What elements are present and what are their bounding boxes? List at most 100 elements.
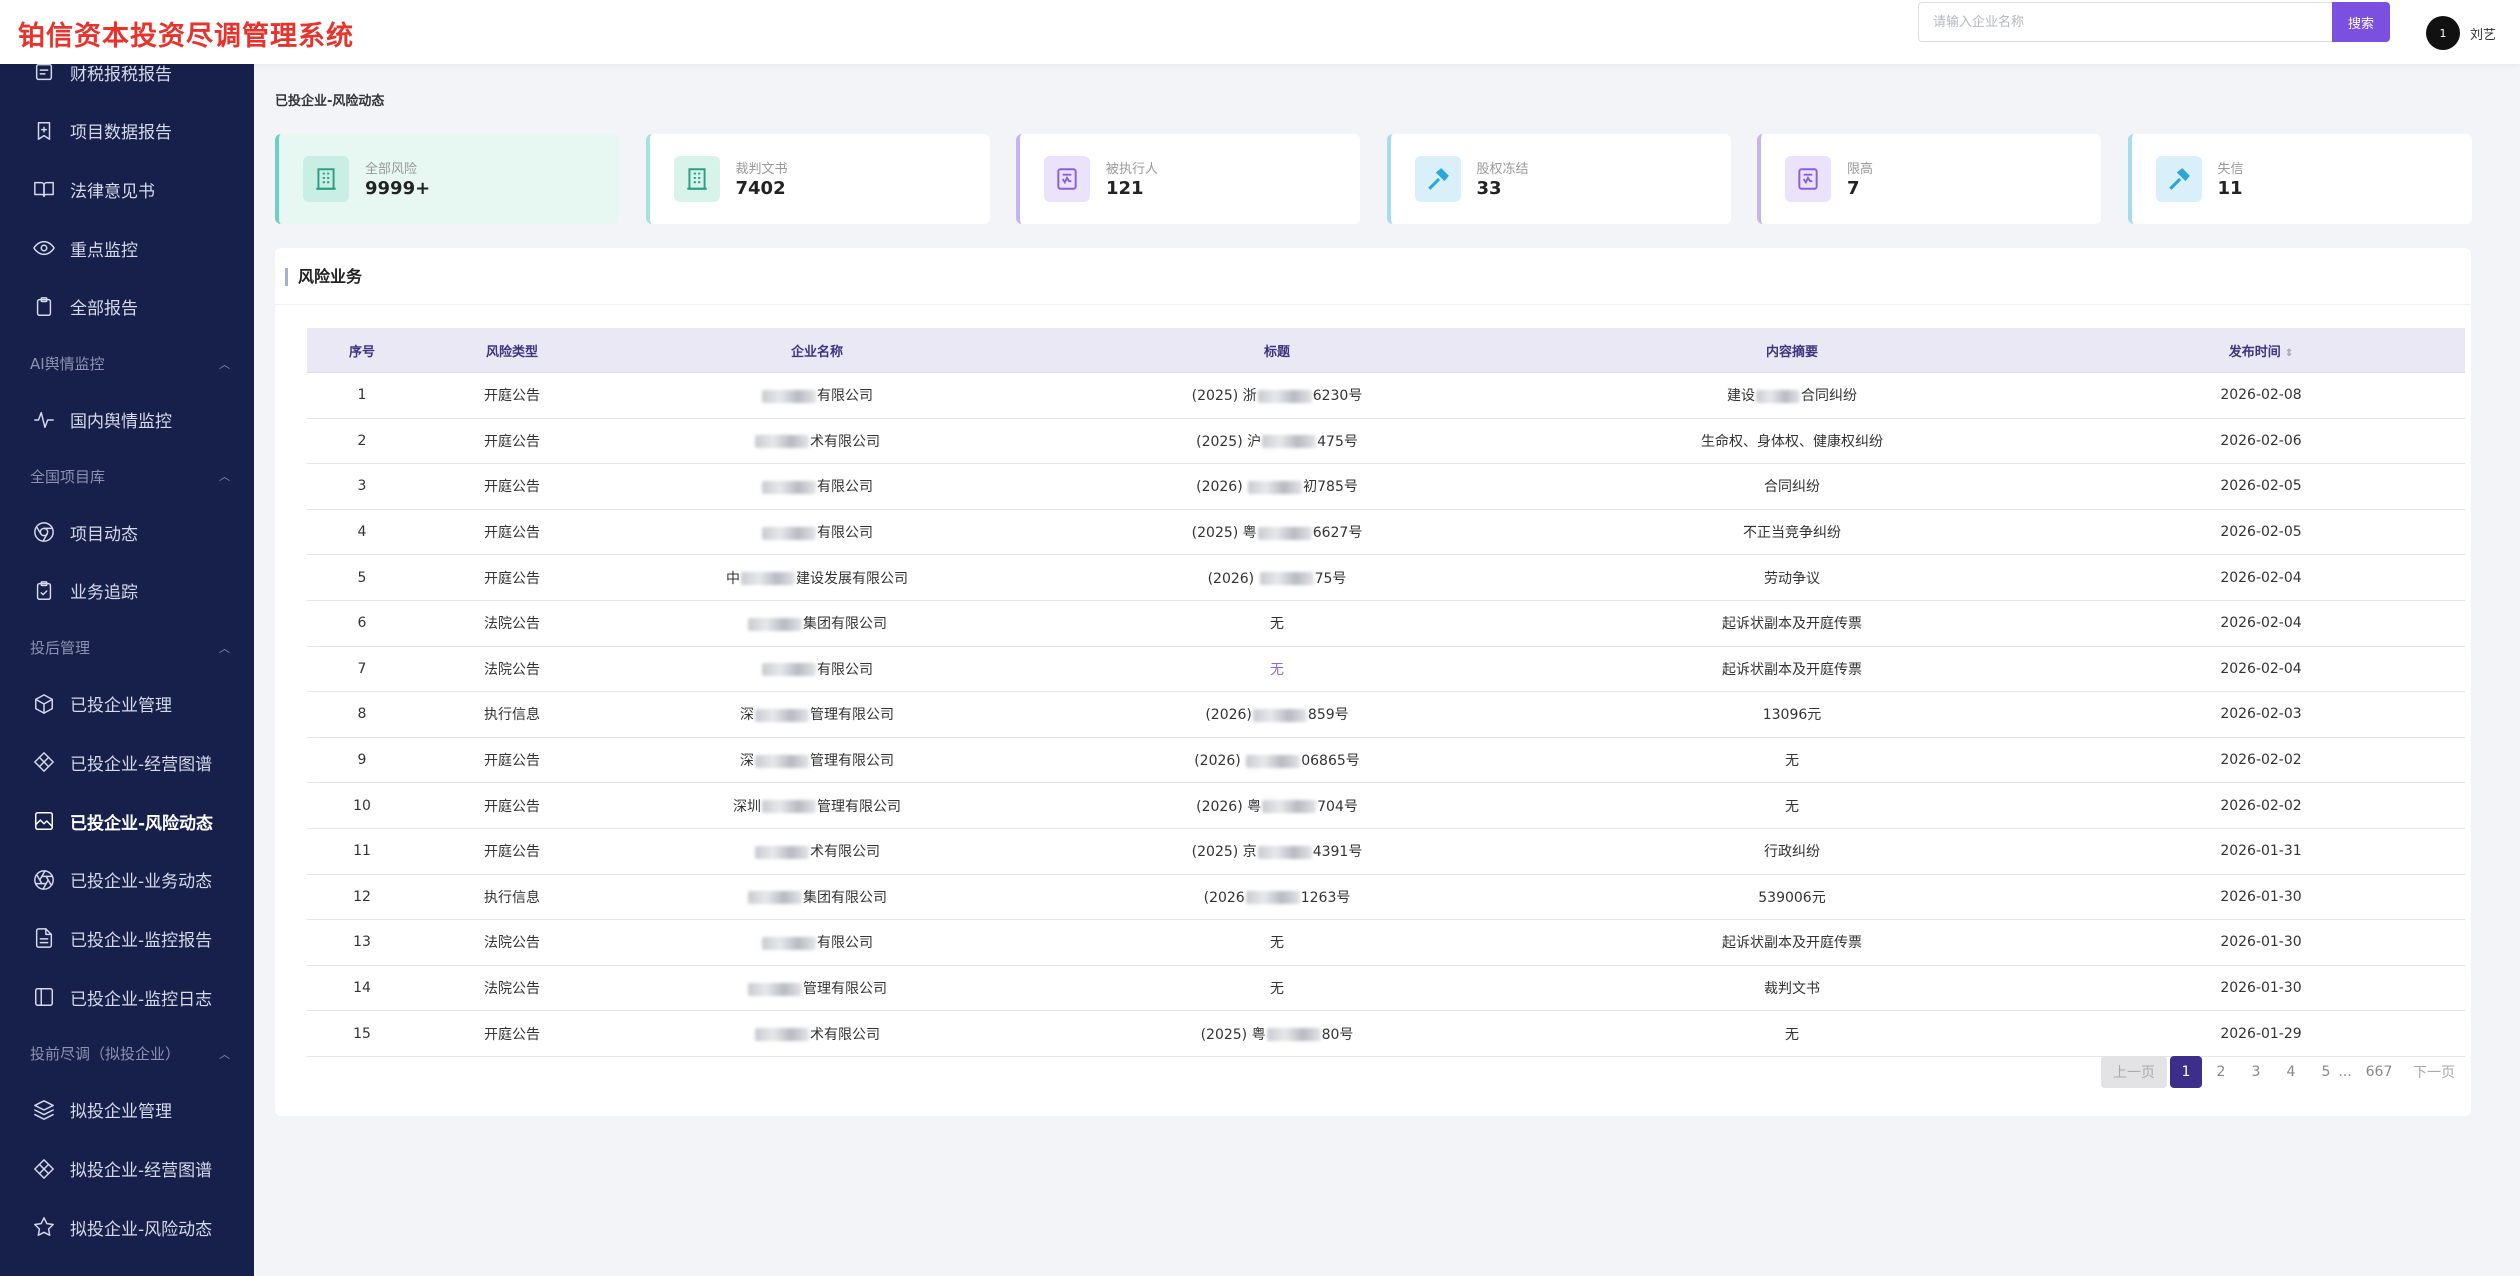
search-button[interactable]: 搜索 xyxy=(2332,2,2390,42)
sidebar-item[interactable]: 法律意见书 xyxy=(0,163,254,215)
sidebar-item[interactable]: 拟投企业-风险动态 xyxy=(0,1201,254,1253)
sidebar-item-label: 项目数据报告 xyxy=(70,123,172,144)
id-card-icon xyxy=(1044,156,1090,202)
chevron-up-icon[interactable]: ︿ xyxy=(219,357,230,371)
page-button[interactable]: 2 xyxy=(2216,1064,2226,1080)
building-icon xyxy=(303,156,349,202)
username[interactable]: 刘艺 xyxy=(2470,28,2497,43)
chevron-up-icon[interactable]: ︿ xyxy=(219,1047,230,1061)
company-suffix: 管理有限公司 xyxy=(810,753,894,770)
table-row[interactable]: 4 开庭公告 有限公司 (2025) 粤 6627号 不正当竞争纠纷 2026-02-05 xyxy=(307,509,2465,556)
title-prefix: (2026) xyxy=(1205,707,1252,724)
sidebar-group[interactable]: 全国项目库 ︿ xyxy=(0,456,254,496)
sidebar-item-label: 业务追踪 xyxy=(70,583,138,604)
title-suffix: 06865号 xyxy=(1301,753,1360,770)
page-button[interactable]: 1 xyxy=(2170,1056,2202,1088)
table-row[interactable]: 12 执行信息 集团有限公司 (2026 1263号 539006元 2026-01-30 xyxy=(307,874,2465,921)
sidebar-item[interactable]: 业务追踪 xyxy=(0,565,254,617)
sidebar-item[interactable]: 已投企业管理 xyxy=(0,678,254,730)
cell-title: (2025) 粤 6627号 xyxy=(1027,509,1527,556)
cell-company: 管理有限公司 xyxy=(607,965,1027,1012)
cell-summary: 起诉状副本及开庭传票 xyxy=(1527,646,2057,693)
column-header[interactable]: 发布时间 ⇕ xyxy=(2057,328,2465,373)
stat-card[interactable]: 限高 7 xyxy=(1757,134,2101,224)
title-prefix: (2026) xyxy=(1196,479,1248,496)
sidebar-item[interactable]: 项目数据报告 xyxy=(0,105,254,157)
building-icon xyxy=(673,156,720,202)
cell-date: 2026-01-30 xyxy=(2057,874,2465,921)
sort-icon[interactable]: ⇕ xyxy=(2284,347,2294,359)
sidebar-item[interactable]: 全部报告 xyxy=(0,281,254,333)
table-row[interactable]: 3 开庭公告 有限公司 (2026) 初785号 合同纠纷 2026-02-05 xyxy=(307,463,2465,510)
stat-label: 全部风险 xyxy=(365,162,418,177)
table-row[interactable]: 7 法院公告 有限公司 无 起诉状副本及开庭传票 2026-02-04 xyxy=(307,646,2465,693)
stat-card[interactable]: 失信 11 xyxy=(2127,134,2472,224)
table-row[interactable]: 11 开庭公告 术有限公司 (2025) 京 4391号 行政纠纷 2026-01-31 xyxy=(307,828,2465,875)
table-row[interactable]: 9 开庭公告 深 管理有限公司 (2026) 06865号 无 2026-02-02 xyxy=(307,737,2465,784)
cell-risk-type: 开庭公告 xyxy=(417,418,607,465)
title-suffix: 75号 xyxy=(1314,570,1347,587)
sidebar-item[interactable]: 拟投企业-经营图谱 xyxy=(0,1143,254,1195)
stat-label: 股权冻结 xyxy=(1476,162,1529,177)
cell-title[interactable]: 无 xyxy=(1027,646,1527,693)
cell-date: 2026-02-05 xyxy=(2057,463,2465,510)
stat-card[interactable]: 股权冻结 33 xyxy=(1386,134,1731,224)
sidebar-item[interactable]: 已投企业-经营图谱 xyxy=(0,736,254,788)
sidebar-group[interactable]: AI舆情监控 ︿ xyxy=(0,344,254,384)
title-suffix: 1263号 xyxy=(1300,889,1351,906)
summary-text: 裁判文书 xyxy=(1764,981,1820,998)
last-page-button[interactable]: 667 xyxy=(2365,1064,2393,1080)
cell-summary: 539006元 xyxy=(1527,874,2057,921)
company-suffix: 管理有限公司 xyxy=(810,707,894,724)
table-row[interactable]: 15 开庭公告 术有限公司 (2025) 粤 80号 无 2026-01-29 xyxy=(307,1010,2465,1057)
chevron-up-icon[interactable]: ︿ xyxy=(219,641,230,655)
avatar[interactable]: 1 xyxy=(2426,16,2460,50)
stat-card[interactable]: 全部风险 9999+ xyxy=(275,134,619,224)
sidebar-group[interactable]: 投前尽调（拟投企业） ︿ xyxy=(0,1034,254,1074)
page-button[interactable]: 3 xyxy=(2251,1064,2261,1080)
title-prefix: (2025) 浙 xyxy=(1191,388,1257,405)
table-row[interactable]: 6 法院公告 集团有限公司 无 起诉状副本及开庭传票 2026-02-04 xyxy=(307,600,2465,647)
sidebar-group[interactable]: 投后管理 ︿ xyxy=(0,628,254,668)
page-button[interactable]: 5 xyxy=(2321,1064,2331,1080)
sidebar-item[interactable]: 项目动态 xyxy=(0,506,254,558)
stat-value: 11 xyxy=(2217,178,2243,199)
table-row[interactable]: 8 执行信息 深 管理有限公司 (2026) 859号 13096元 2026-02-03 xyxy=(307,691,2465,738)
stat-card[interactable]: 被执行人 121 xyxy=(1016,134,1360,224)
cell-date: 2026-02-04 xyxy=(2057,600,2465,647)
sidebar-item[interactable]: 已投企业-业务动态 xyxy=(0,854,254,906)
sidebar-item[interactable]: 拟投企业-业务动态 xyxy=(0,1260,254,1276)
table-row[interactable]: 1 开庭公告 有限公司 (2025) 浙 6230号 建设 合同纠纷 2026-02-08 xyxy=(307,372,2465,419)
cell-summary: 劳动争议 xyxy=(1527,554,2057,601)
chevron-up-icon[interactable]: ︿ xyxy=(219,470,230,484)
table-row[interactable]: 5 开庭公告 中 建设发展有限公司 (2026) 75号 劳动争议 2026-02-04 xyxy=(307,554,2465,601)
sidebar-item[interactable]: 国内舆情监控 xyxy=(0,394,254,446)
table-row[interactable]: 10 开庭公告 深圳 管理有限公司 (2026) 粤 704号 无 2026-02-02 xyxy=(307,782,2465,829)
sidebar-item[interactable]: 财税报税报告 xyxy=(0,64,254,98)
file-icon xyxy=(32,926,56,950)
table-row[interactable]: 13 法院公告 有限公司 无 起诉状副本及开庭传票 2026-01-30 xyxy=(307,919,2465,966)
search-input[interactable] xyxy=(1918,2,2332,42)
sidebar-item[interactable]: 已投企业-监控报告 xyxy=(0,912,254,964)
table-row[interactable]: 2 开庭公告 术有限公司 (2025) 沪 475号 生命权、身体权、健康权纠纷 2026-… xyxy=(307,418,2465,465)
sidebar-item[interactable]: 拟投企业管理 xyxy=(0,1084,254,1136)
stat-card[interactable]: 裁判文书 7402 xyxy=(645,134,990,224)
stat-label: 失信 xyxy=(2217,162,2244,177)
sidebar-item[interactable]: 已投企业-监控日志 xyxy=(0,971,254,1023)
sidebar-item[interactable]: 已投企业-风险动态 xyxy=(0,795,254,847)
cell-company: 有限公司 xyxy=(607,372,1027,419)
company-prefix: 深圳 xyxy=(733,798,761,815)
sidebar-item[interactable]: 重点监控 xyxy=(0,222,254,274)
cell-risk-type: 法院公告 xyxy=(417,965,607,1012)
table-row[interactable]: 14 法院公告 管理有限公司 无 裁判文书 2026-01-30 xyxy=(307,965,2465,1012)
redacted-text xyxy=(1252,708,1307,722)
summary-prefix: 建设 xyxy=(1727,388,1755,405)
page-button[interactable]: 4 xyxy=(2286,1064,2296,1080)
company-suffix: 集团有限公司 xyxy=(803,616,887,633)
prev-page-button[interactable]: 上一页 xyxy=(2101,1056,2167,1088)
cell-date: 2026-02-03 xyxy=(2057,691,2465,738)
cell-risk-type: 开庭公告 xyxy=(417,1010,607,1057)
pulse-icon xyxy=(32,408,56,432)
next-page-button[interactable]: 下一页 xyxy=(2413,1065,2455,1081)
